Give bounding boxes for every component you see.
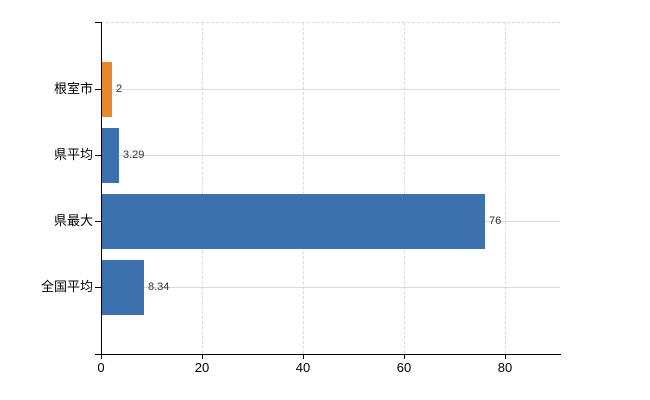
x-axis-tick — [404, 354, 405, 359]
y-axis-tick — [95, 287, 101, 288]
x-tick-label: 60 — [396, 360, 412, 375]
bar-value-label: 8.34 — [148, 281, 170, 293]
x-tick-label: 40 — [295, 360, 311, 375]
category-label: 全国平均 — [40, 279, 93, 294]
x-gridline — [303, 22, 304, 354]
y-axis-tick — [95, 155, 101, 156]
category-label: 県最大 — [53, 213, 93, 228]
data-bar — [102, 62, 112, 117]
y-axis-tick — [95, 89, 101, 90]
bar-value-label: 76 — [489, 215, 502, 227]
x-axis-tick — [303, 354, 304, 359]
plot-top-border — [101, 22, 560, 23]
bar-value-label: 3.29 — [123, 149, 145, 161]
x-gridline — [202, 22, 203, 354]
category-gridline — [101, 155, 560, 156]
category-gridline — [101, 287, 560, 288]
x-axis-tick — [101, 354, 102, 359]
category-label: 県平均 — [53, 147, 93, 162]
y-axis-tick — [95, 221, 101, 222]
data-bar — [102, 128, 119, 183]
x-axis-spine — [95, 354, 561, 355]
y-axis-spine — [101, 22, 102, 355]
y-axis-top-tick — [95, 22, 101, 23]
x-gridline — [404, 22, 405, 354]
x-gridline — [505, 22, 506, 354]
x-tick-label: 20 — [194, 360, 210, 375]
x-axis-tick — [505, 354, 506, 359]
bar-value-label: 2 — [116, 83, 123, 95]
data-bar — [102, 260, 144, 315]
category-gridline — [101, 89, 560, 90]
category-label: 根室市 — [53, 81, 93, 96]
data-bar — [102, 194, 485, 249]
x-tick-label: 0 — [97, 360, 105, 375]
x-axis-tick — [202, 354, 203, 359]
x-tick-label: 80 — [497, 360, 513, 375]
